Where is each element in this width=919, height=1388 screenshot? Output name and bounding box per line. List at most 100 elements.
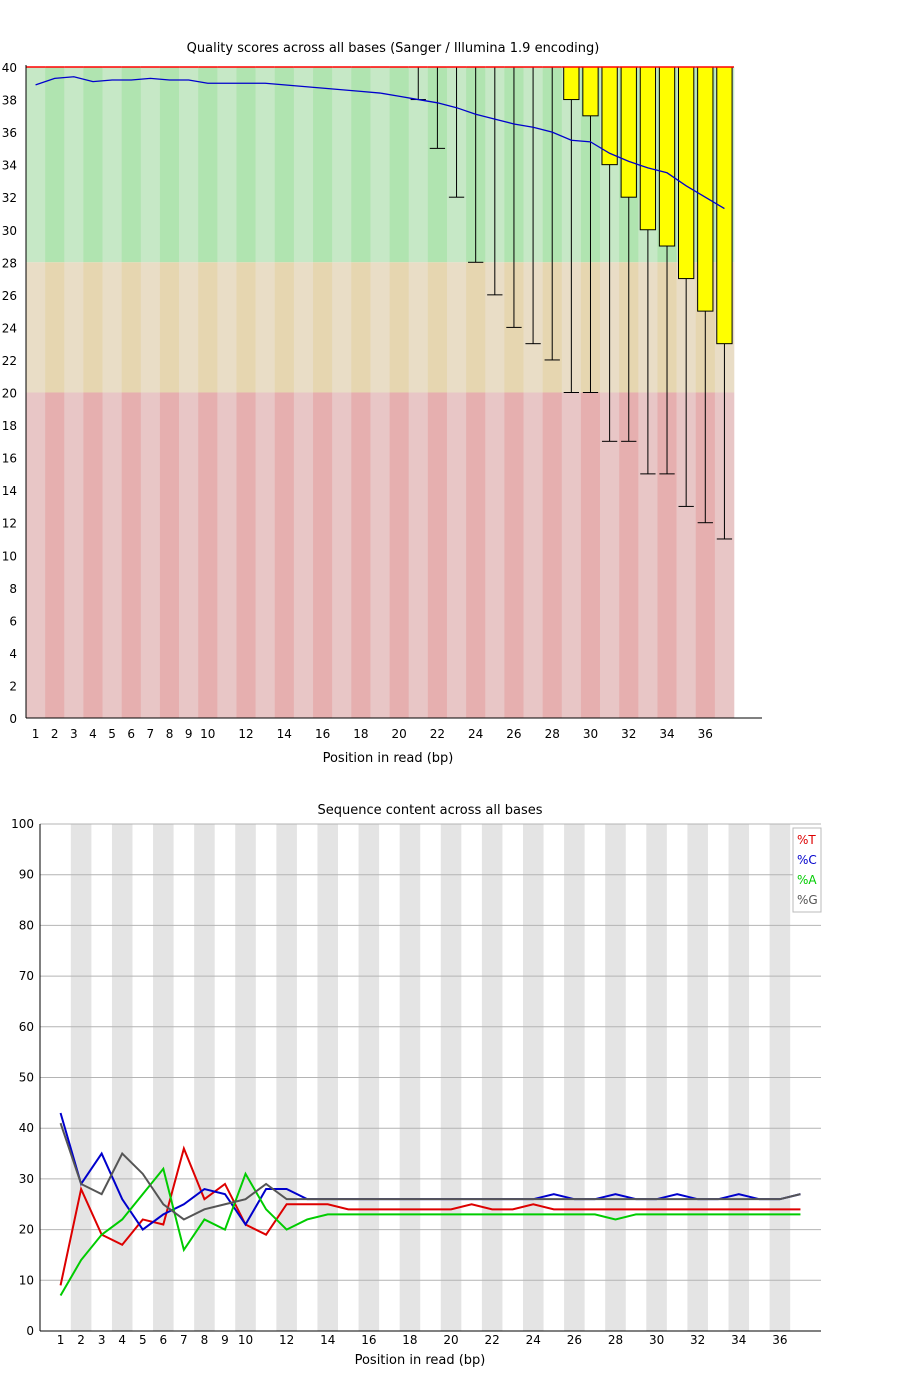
x-tick-label: 4 bbox=[118, 1333, 126, 1347]
quality-zone-band bbox=[255, 262, 276, 393]
quality-zone-band bbox=[446, 392, 467, 718]
x-tick-label: 6 bbox=[159, 1333, 167, 1347]
quality-zone-band bbox=[198, 67, 218, 263]
quality-zone-band bbox=[427, 67, 448, 263]
quality-zone-band bbox=[236, 67, 256, 263]
quality-zone-band bbox=[600, 392, 620, 718]
mean-line-group bbox=[35, 76, 725, 210]
quality-zone-band bbox=[293, 67, 314, 263]
quality-zone-band bbox=[332, 392, 352, 718]
x-tick-label: 26 bbox=[506, 727, 521, 741]
grid-lines bbox=[40, 823, 821, 1281]
quality-zone-band bbox=[313, 262, 333, 393]
quality-zone-band bbox=[619, 392, 639, 718]
y-tick-label: 24 bbox=[2, 321, 17, 335]
quality-zone-band bbox=[408, 262, 429, 393]
x-tick-label: 16 bbox=[361, 1333, 376, 1347]
quality-zone-band bbox=[466, 392, 486, 718]
quality-zone-band bbox=[159, 67, 180, 263]
x-tick-label: 2 bbox=[51, 727, 59, 741]
x-tick-label: 7 bbox=[180, 1333, 188, 1347]
quality-zone-band bbox=[26, 67, 46, 263]
quality-zone-band bbox=[83, 262, 103, 393]
y-tick-label: 36 bbox=[2, 126, 17, 140]
quality-zone-band bbox=[159, 392, 180, 718]
y-tick-label: 38 bbox=[2, 94, 17, 108]
y-tick-label: 22 bbox=[2, 354, 17, 368]
quality-zone-band bbox=[446, 262, 467, 393]
legend-entry: %C bbox=[797, 853, 817, 867]
quality-zone-band bbox=[102, 67, 122, 263]
quality-zone-band bbox=[389, 392, 410, 718]
boxplot-series bbox=[26, 66, 734, 540]
quality-zone-band bbox=[408, 392, 429, 718]
y-tick-labels: 0 10 20 30 40 50 60 70 80 90 100 bbox=[11, 817, 34, 1338]
quality-zone-band bbox=[427, 262, 448, 393]
quality-zone-band bbox=[255, 392, 276, 718]
quality-zone-band bbox=[102, 262, 122, 393]
quality-zone-band bbox=[64, 262, 84, 393]
quality-zone-band bbox=[408, 67, 429, 263]
x-tick-label: 34 bbox=[731, 1333, 746, 1347]
x-tick-label: 8 bbox=[166, 727, 174, 741]
x-tick-label: 9 bbox=[185, 727, 193, 741]
x-tick-label: 14 bbox=[277, 727, 292, 741]
x-tick-label: 12 bbox=[279, 1333, 294, 1347]
chart-title: Sequence content across all bases bbox=[317, 803, 542, 818]
quality-zone-band bbox=[504, 392, 524, 718]
mean-line bbox=[35, 76, 725, 210]
quartile-box bbox=[639, 66, 657, 231]
quartile-box bbox=[658, 66, 676, 247]
quality-zone-band bbox=[523, 392, 543, 718]
y-tick-label: 20 bbox=[2, 387, 17, 401]
quality-zone-band bbox=[427, 392, 448, 718]
x-tick-label: 20 bbox=[391, 727, 406, 741]
x-tick-label: 22 bbox=[430, 727, 445, 741]
axes bbox=[39, 824, 821, 1332]
y-tick-label: 60 bbox=[19, 1020, 34, 1034]
quality-zone-band bbox=[389, 262, 410, 393]
x-tick-label: 28 bbox=[545, 727, 560, 741]
quality-zone-band bbox=[332, 262, 352, 393]
y-tick-label: 34 bbox=[2, 159, 17, 173]
x-tick-labels: 1 2 3 4 5 6 7 8 9 10 12 14 16 18 20 22 24 26 28 30 32 34 36 bbox=[57, 1333, 788, 1347]
quality-zone-band bbox=[179, 262, 199, 393]
y-tick-label: 30 bbox=[19, 1172, 34, 1186]
quality-zone-band bbox=[332, 67, 352, 263]
x-tick-label: 30 bbox=[649, 1333, 664, 1347]
y-tick-label: 90 bbox=[19, 868, 34, 882]
series-line-pct-a bbox=[59, 1166, 801, 1297]
x-tick-label: 9 bbox=[221, 1333, 229, 1347]
y-tick-label: 40 bbox=[19, 1121, 34, 1135]
quartile-box bbox=[620, 66, 637, 198]
quality-zone-band bbox=[274, 67, 295, 263]
y-tick-label: 100 bbox=[11, 817, 34, 831]
x-tick-label: 14 bbox=[320, 1333, 335, 1347]
series-line-pct-g bbox=[59, 1122, 801, 1221]
y-tick-label: 14 bbox=[2, 484, 17, 498]
quality-zone-band bbox=[217, 392, 237, 718]
series-lines bbox=[59, 1112, 801, 1297]
x-tick-label: 4 bbox=[89, 727, 97, 741]
legend-entry: %T bbox=[797, 833, 816, 847]
x-tick-label: 8 bbox=[201, 1333, 209, 1347]
series-line-pct-t bbox=[59, 1145, 801, 1286]
y-tick-label: 6 bbox=[9, 614, 17, 628]
y-tick-label: 16 bbox=[2, 452, 17, 466]
quality-zone-band bbox=[121, 392, 142, 718]
x-tick-label: 22 bbox=[485, 1333, 500, 1347]
quality-zone-band bbox=[580, 392, 601, 718]
quality-zone-band bbox=[274, 392, 295, 718]
x-tick-labels: 1 2 3 4 5 6 7 8 9 10 12 14 16 18 20 22 24 26 28 30 32 34 36 bbox=[32, 727, 713, 741]
x-tick-label: 6 bbox=[127, 727, 135, 741]
y-tick-label: 70 bbox=[19, 969, 34, 983]
y-tick-label: 8 bbox=[9, 582, 17, 596]
x-tick-label: 18 bbox=[402, 1333, 417, 1347]
quality-zone-band bbox=[83, 67, 103, 263]
x-tick-label: 32 bbox=[621, 727, 636, 741]
x-tick-label: 26 bbox=[567, 1333, 582, 1347]
quality-zone-band bbox=[370, 392, 390, 718]
x-axis-label: Position in read (bp) bbox=[355, 1353, 486, 1368]
quartile-box bbox=[582, 66, 599, 117]
